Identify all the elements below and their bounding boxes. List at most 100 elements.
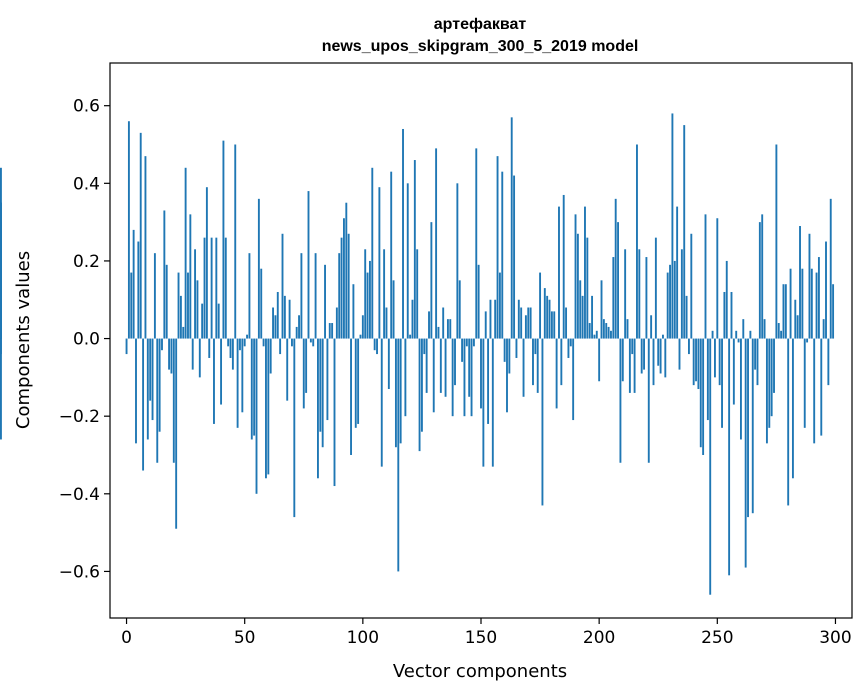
bar <box>574 214 577 339</box>
bar <box>331 323 334 339</box>
bar <box>820 338 823 436</box>
bar <box>380 338 383 467</box>
bar <box>430 222 433 339</box>
bar <box>558 206 560 339</box>
bar <box>565 307 568 339</box>
bar <box>177 272 180 339</box>
bar <box>302 338 305 409</box>
bar <box>420 338 423 432</box>
bar <box>520 307 523 339</box>
bar <box>153 253 156 339</box>
bar <box>619 338 622 463</box>
bar <box>274 315 277 339</box>
bar <box>732 338 735 405</box>
bar <box>803 338 806 428</box>
bar <box>586 237 589 339</box>
bar <box>397 338 400 572</box>
bar <box>810 268 813 339</box>
bar <box>163 210 166 339</box>
bar <box>428 311 430 339</box>
bar <box>501 171 504 339</box>
bar <box>796 315 799 339</box>
bar <box>475 148 478 339</box>
bar <box>669 264 671 339</box>
bar <box>543 288 546 339</box>
bar <box>666 272 669 339</box>
bar <box>579 280 582 339</box>
bar <box>385 307 388 339</box>
bar <box>647 338 650 463</box>
bar <box>484 311 487 339</box>
bar <box>508 338 511 374</box>
bar <box>598 338 601 382</box>
bars-group <box>0 113 835 595</box>
bar <box>780 330 783 339</box>
bar <box>205 187 208 339</box>
bar <box>257 198 260 339</box>
bar <box>255 338 258 494</box>
bar <box>756 338 759 386</box>
bar <box>539 272 542 339</box>
bar <box>607 326 610 339</box>
bar <box>260 268 263 339</box>
bar <box>706 338 709 421</box>
bar <box>657 338 660 366</box>
bar <box>300 253 303 339</box>
bar <box>749 330 752 339</box>
bar <box>645 257 648 339</box>
bar <box>773 338 775 393</box>
bar <box>697 338 700 390</box>
bar <box>624 249 627 339</box>
bar <box>477 264 480 339</box>
bar <box>718 338 721 386</box>
x-tick-label: 0 <box>121 628 132 648</box>
bar <box>685 295 688 339</box>
bar <box>808 233 811 339</box>
bar <box>633 338 636 393</box>
bar <box>480 338 482 409</box>
x-axis: 0 50 100 150 200 250 300 <box>121 618 852 648</box>
bar <box>390 171 393 339</box>
x-tick-label: 100 <box>347 628 379 648</box>
bar <box>470 338 473 417</box>
bar <box>553 311 556 339</box>
bar <box>203 237 206 339</box>
bar <box>373 338 376 351</box>
bar <box>392 280 395 339</box>
bar <box>432 338 435 413</box>
bar <box>806 338 809 343</box>
bar <box>652 338 655 386</box>
bar <box>541 338 544 506</box>
bar <box>286 338 289 401</box>
bar <box>234 144 237 339</box>
bar <box>730 291 733 339</box>
bar <box>135 338 137 444</box>
bar <box>676 206 679 339</box>
bar <box>305 338 308 393</box>
bar <box>142 338 145 471</box>
bar <box>182 326 185 339</box>
bar <box>744 338 747 568</box>
bar <box>591 295 594 339</box>
bar <box>728 338 731 576</box>
bar <box>361 315 364 339</box>
bar <box>229 338 232 358</box>
bar <box>354 338 357 428</box>
bar <box>555 338 558 409</box>
bar <box>309 338 312 343</box>
bar <box>522 338 525 397</box>
bar <box>444 338 447 397</box>
bar <box>506 338 508 413</box>
bar <box>654 237 657 339</box>
bar <box>387 338 390 390</box>
bar <box>189 214 192 339</box>
bar <box>201 303 204 339</box>
bar <box>628 338 631 393</box>
bar <box>513 175 516 339</box>
bar <box>777 323 780 339</box>
bar <box>787 338 790 506</box>
bar <box>425 338 428 393</box>
bar <box>194 249 197 339</box>
bar <box>371 167 374 339</box>
